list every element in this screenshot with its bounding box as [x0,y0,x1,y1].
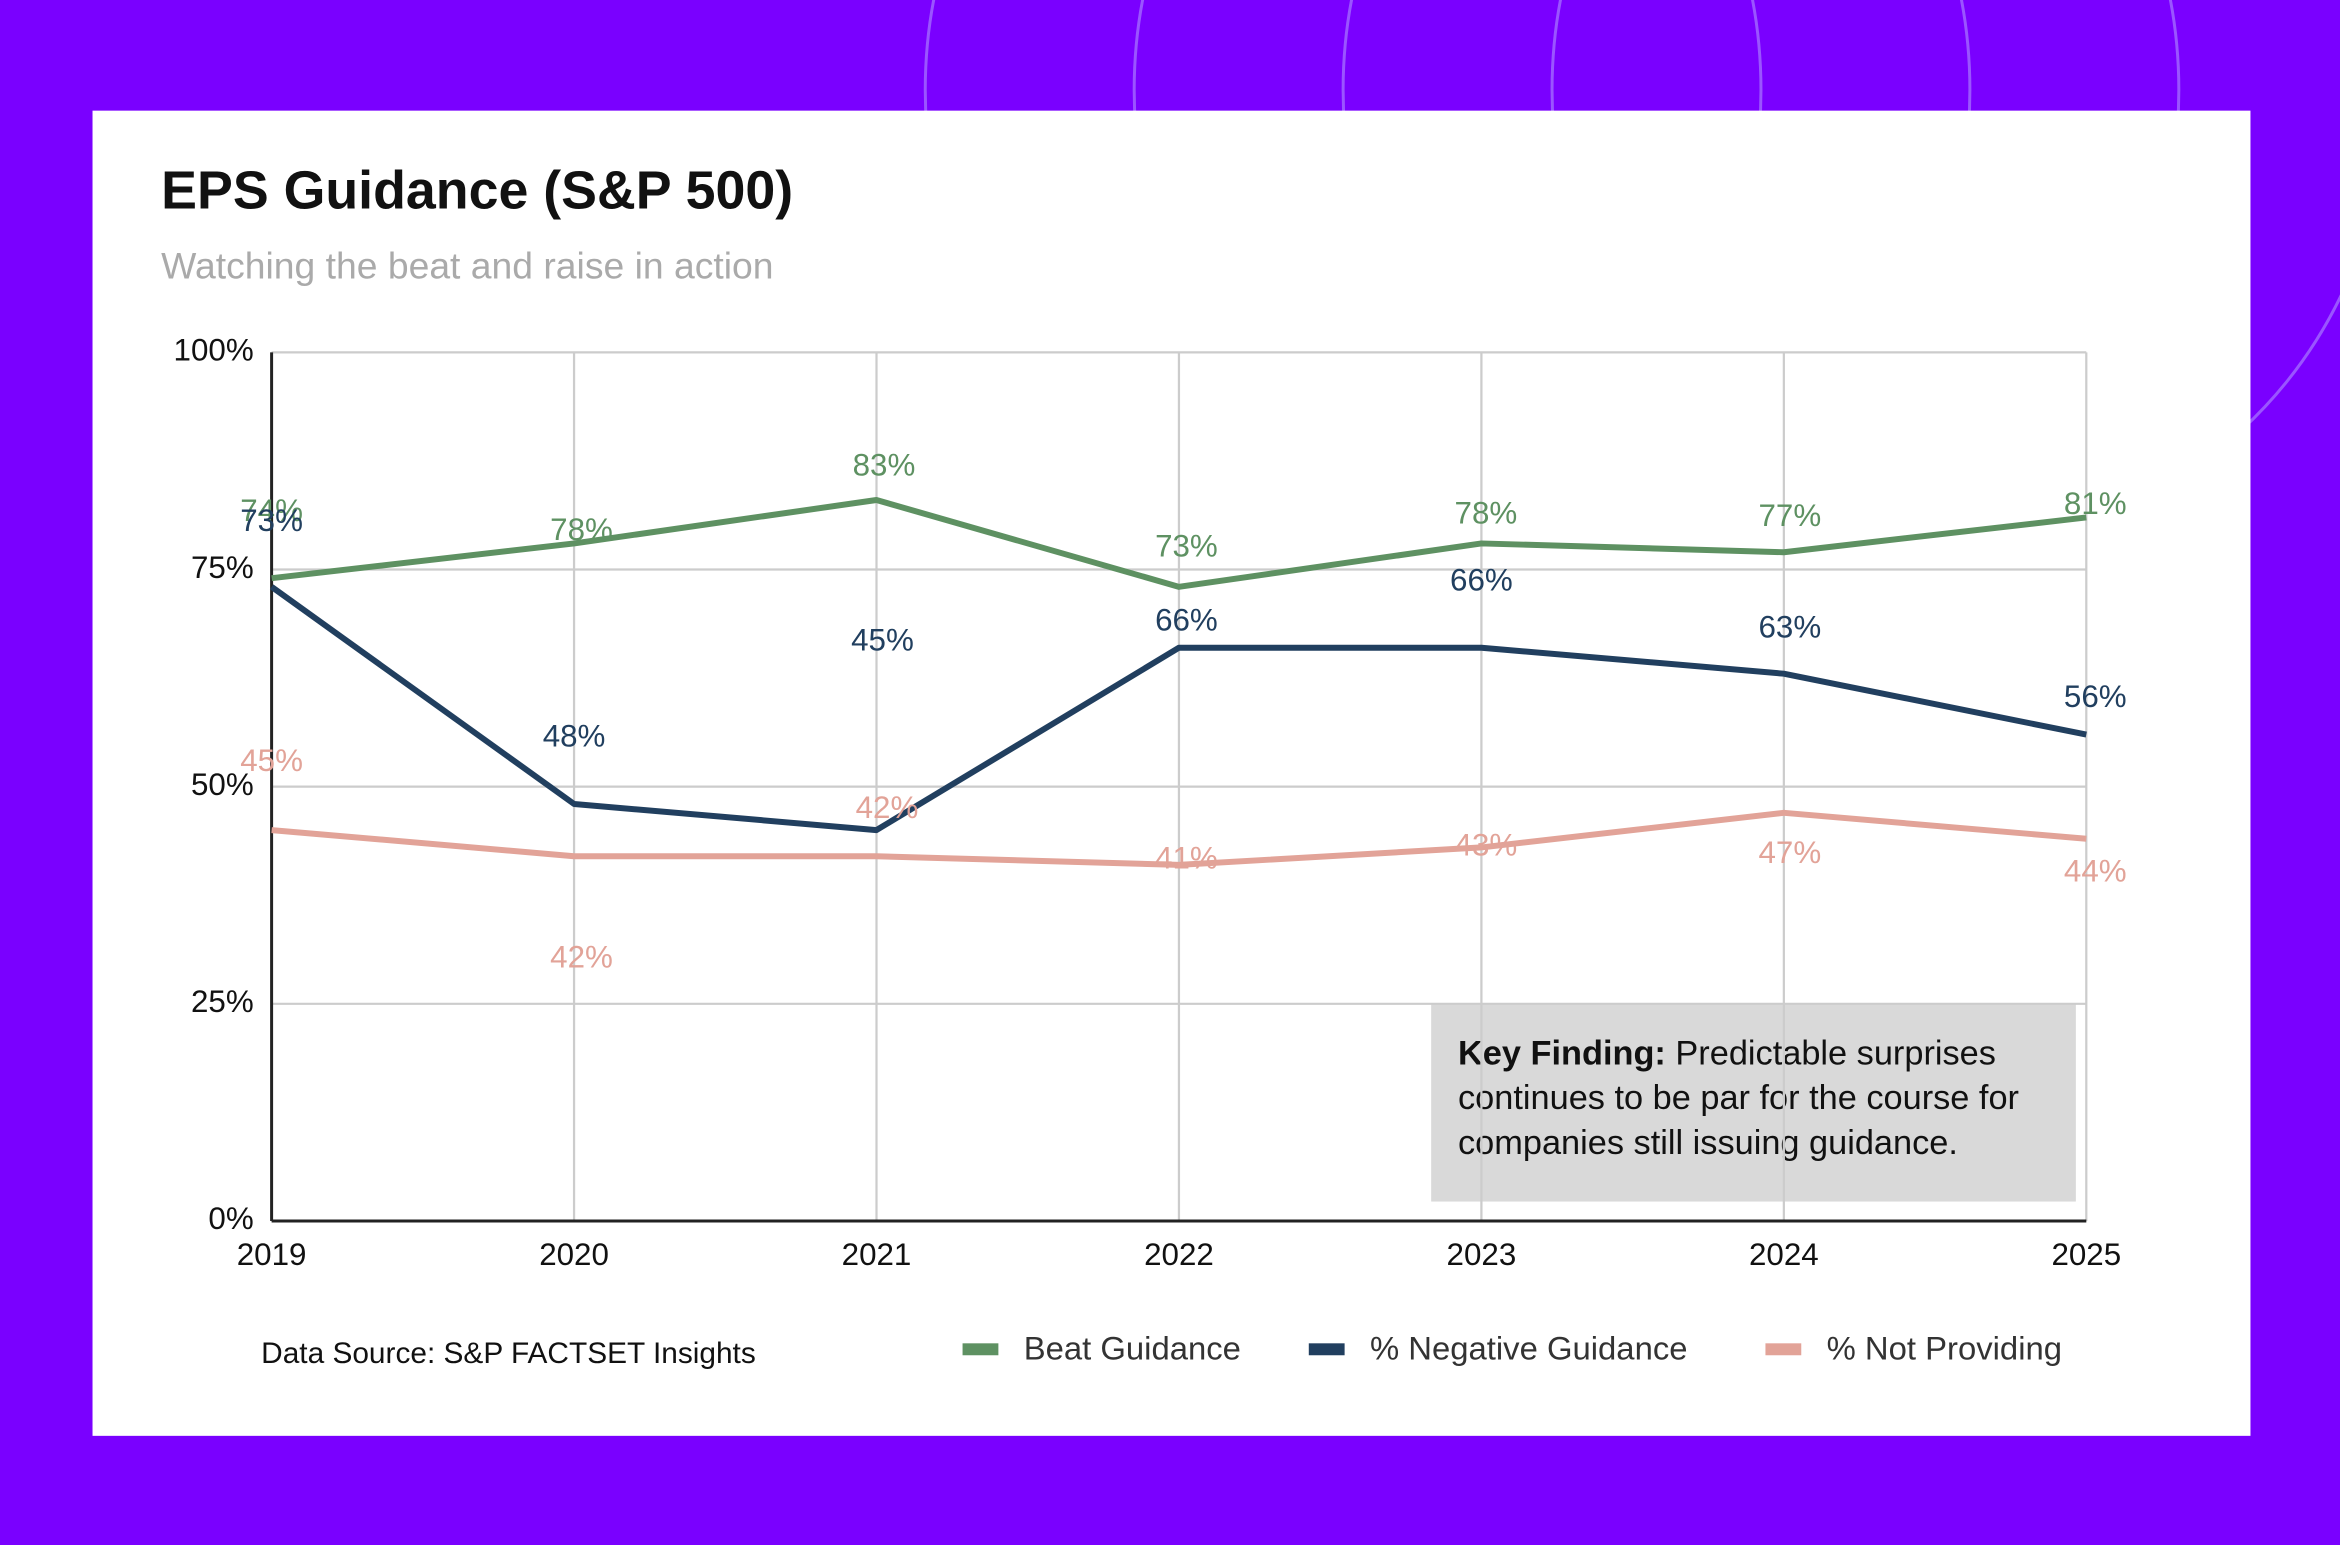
legend-swatch [1765,1343,1802,1356]
series-line [271,809,2087,868]
data-label: 78% [550,512,613,547]
y-tick-label: 25% [191,984,254,1019]
data-label: 74% [240,493,303,528]
data-label: 48% [543,719,606,754]
x-tick-label: 2024 [1749,1237,1819,1272]
data-label: 77% [1758,498,1821,533]
annotation-label: Key Finding: [1458,1032,1666,1072]
data-label: 43% [1455,828,1518,863]
legend-label: % Negative Guidance [1370,1329,1688,1366]
data-label: 56% [2064,679,2127,714]
data-label: 44% [2064,853,2127,888]
card [92,110,2251,1436]
y-tick-label: 100% [174,333,254,368]
data-label: 41% [1155,841,1218,876]
y-tick-label: 0% [208,1201,253,1236]
annotation: Key Finding: Predictable surprises conti… [1458,1030,2055,1164]
x-tick-label: 2020 [539,1237,609,1272]
source-note: Data Source: S&P FACTSET Insights [261,1337,756,1370]
data-label: 66% [1155,603,1218,638]
data-label: 73% [1155,528,1218,563]
data-label: 42% [550,939,613,974]
annotation-text: Predictable surprises continues to be pa… [1458,1032,2019,1162]
data-label: 73% [240,503,303,538]
x-tick-label: 2023 [1447,1237,1517,1272]
data-label: 47% [1758,835,1821,870]
x-tick-label: 2022 [1144,1237,1214,1272]
legend-label: Beat Guidance [1024,1329,1241,1366]
y-tick-label: 50% [191,767,254,802]
legend-label: % Not Providing [1827,1329,2062,1366]
data-label: 63% [1758,609,1821,644]
series-line [269,584,2087,834]
data-label: 66% [1450,562,1513,597]
annotation-wrap: Key Finding: Predictable surprises conti… [1458,1030,2055,1164]
annotation-box [1431,1003,2076,1202]
data-label: 81% [2064,486,2127,521]
legend-swatch [1308,1343,1345,1356]
chart-title: EPS Guidance (S&P 500) [161,160,793,220]
data-label: 42% [856,790,919,825]
data-label: 45% [240,743,303,778]
data-label: 78% [1455,495,1518,530]
x-tick-label: 2021 [842,1237,912,1272]
chart-subtitle: Watching the beat and raise in action [161,245,773,287]
x-tick-label: 2025 [2051,1237,2121,1272]
data-label: 83% [853,448,916,483]
data-label: 45% [851,622,914,657]
x-tick-label: 2019 [237,1237,307,1272]
legend-swatch [962,1343,999,1356]
y-tick-label: 75% [191,550,254,585]
series-line [271,497,2087,590]
